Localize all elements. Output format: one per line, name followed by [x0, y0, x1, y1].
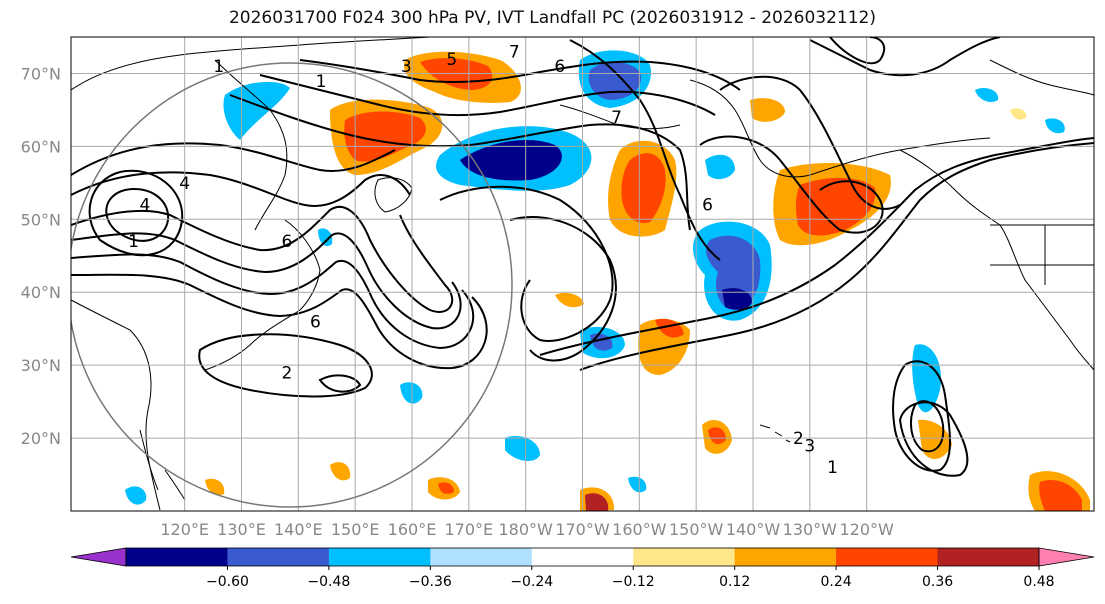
- lon-tick-label: 160°E: [388, 520, 437, 539]
- contour-label: 7: [611, 108, 622, 128]
- lon-tick-label: 170°E: [445, 520, 494, 539]
- lon-tick-label: 130°W: [783, 520, 838, 539]
- colorbar-tick-label: −0.36: [409, 574, 452, 590]
- lat-tick-label: 50°N: [21, 210, 61, 229]
- contour-label: 5: [446, 50, 457, 70]
- contour-label: 1: [128, 232, 139, 252]
- lon-tick-label: 140°W: [726, 520, 781, 539]
- lat-tick-label: 40°N: [21, 283, 61, 302]
- contour-label: 4: [139, 196, 150, 216]
- colorbar-max-extend: [1038, 547, 1095, 567]
- colorbar-tick-label: −0.12: [612, 574, 655, 590]
- plot-title: 2026031700 F024 300 hPa PV, IVT Landfall…: [228, 8, 876, 28]
- lon-tick-label: 150°E: [331, 520, 380, 539]
- colorbar-segment: [836, 548, 939, 566]
- map-border: [70, 36, 1095, 512]
- latitude-tick-labels: 70°N 60°N 50°N 40°N 30°N 20°N: [21, 64, 61, 448]
- colorbar-segment: [937, 548, 1040, 566]
- contour-label: 6: [310, 312, 321, 332]
- contour-label: 6: [702, 196, 713, 216]
- lat-tick-label: 70°N: [21, 64, 61, 83]
- pv-contours: [71, 37, 1094, 477]
- colorbar-tick-label: −0.60: [206, 574, 249, 590]
- coastlines: [71, 37, 1094, 511]
- lat-tick-label: 60°N: [21, 137, 61, 156]
- map-gridlines: [71, 37, 1094, 511]
- lat-tick-label: 30°N: [21, 356, 61, 375]
- lon-tick-label: 120°W: [839, 520, 894, 539]
- landfall-region-circle: [71, 62, 513, 508]
- colorbar-tick-label: 0.36: [922, 574, 953, 590]
- colorbar: [70, 547, 1095, 567]
- colorbar-segment: [734, 548, 837, 566]
- colorbar-segment: [328, 548, 431, 566]
- contour-label: 2: [282, 363, 293, 383]
- contour-label: 2: [793, 429, 804, 449]
- colorbar-tick-label: 0.12: [719, 574, 750, 590]
- longitude-tick-labels: 120°E 130°E 140°E 150°E 160°E 170°E 180°W 170°W…: [160, 520, 894, 539]
- contour-label: 7: [509, 43, 520, 63]
- colorbar-segment: [633, 548, 736, 566]
- colorbar-tick-label: 0.24: [821, 574, 852, 590]
- contour-label: 6: [554, 57, 565, 77]
- lon-tick-label: 150°W: [669, 520, 724, 539]
- lon-tick-label: 180°W: [498, 520, 553, 539]
- contour-label: 1: [213, 57, 224, 77]
- contour-label: 3: [401, 57, 412, 77]
- colorbar-tick-label: −0.48: [307, 574, 350, 590]
- lon-tick-label: 120°E: [160, 520, 209, 539]
- colorbar-segment: [227, 548, 330, 566]
- colorbar-min-extend: [70, 547, 127, 567]
- lon-tick-label: 130°E: [217, 520, 266, 539]
- lon-tick-label: 170°W: [555, 520, 610, 539]
- lat-tick-label: 20°N: [21, 429, 61, 448]
- colorbar-segment: [430, 548, 533, 566]
- contour-label: 1: [827, 458, 838, 478]
- colorbar-segment: [531, 548, 634, 566]
- lon-tick-label: 160°W: [612, 520, 667, 539]
- colorbar-tick-label: −0.24: [510, 574, 553, 590]
- colorbar-tick-labels: −0.60 −0.48 −0.36 −0.24 −0.12 0.12 0.24 0.36 0.4…: [206, 566, 1055, 590]
- contour-label: 6: [282, 232, 293, 252]
- lon-tick-label: 140°E: [274, 520, 323, 539]
- colorbar-tick-label: 0.48: [1023, 574, 1054, 590]
- colorbar-segment: [126, 548, 228, 566]
- contour-label: 3: [804, 436, 815, 456]
- contour-label: 4: [179, 174, 190, 194]
- contour-label: 1: [316, 72, 327, 92]
- colorbar-outline: [125, 547, 1040, 567]
